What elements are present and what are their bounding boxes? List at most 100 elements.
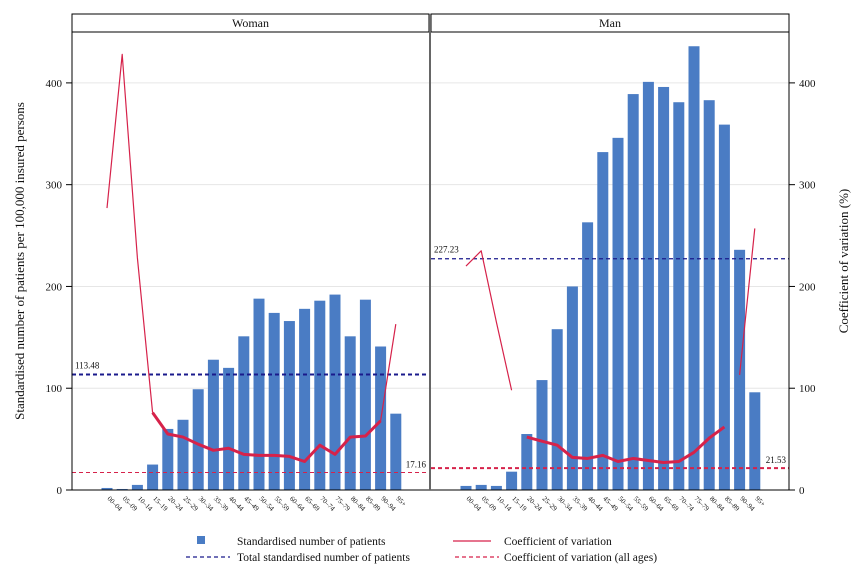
y-axis-title-right: Coefficient of variation (%)	[836, 189, 851, 334]
panel-title: Man	[599, 16, 621, 30]
cv-all-label: 21.53	[766, 455, 787, 465]
bar	[329, 294, 341, 490]
bar	[612, 137, 624, 491]
x-tick-label: 05–09	[121, 495, 139, 513]
x-tick-label: 60–64	[288, 495, 306, 513]
x-tick-label: 80–84	[349, 495, 367, 513]
x-tick-label: 80–84	[708, 495, 726, 513]
bar	[359, 299, 371, 490]
y-tick-label-right: 100	[799, 383, 816, 395]
bar	[582, 222, 594, 490]
x-tick-label: 55–59	[273, 495, 291, 513]
x-tick-label: 20–24	[525, 495, 543, 513]
x-tick-label: 90–94	[738, 495, 756, 513]
bar	[390, 413, 402, 490]
x-tick-label: 25–29	[541, 495, 559, 513]
x-tick-label: 15–19	[151, 495, 169, 513]
bar	[521, 434, 533, 490]
x-tick-label: 20–24	[166, 495, 184, 513]
bar	[490, 485, 502, 490]
bar	[238, 336, 250, 490]
total-patients-label: 113.48	[75, 361, 100, 371]
x-tick-label: 40–44	[586, 495, 604, 513]
bar	[223, 367, 235, 490]
bar	[749, 392, 761, 490]
x-tick-label: 65–69	[303, 495, 321, 513]
x-tick-label: 00–04	[465, 495, 483, 513]
panels: Woman113.4817.1600–0405–0910–1415–1920–2…	[71, 13, 790, 513]
bar	[506, 471, 518, 490]
panel-man: Man 227.23 21.53 00–0405–0910–1415–1920–242…	[430, 13, 790, 513]
bar	[314, 300, 326, 490]
total-patients-label: 227.23	[434, 245, 459, 255]
legend-label: Coefficient of variation (all ages)	[504, 552, 657, 564]
bar	[101, 487, 113, 490]
panel-title: Woman	[232, 16, 269, 30]
x-tick-label: 50–54	[617, 495, 635, 513]
y-tick-label-right: 300	[799, 180, 816, 192]
legend-label: Total standardised number of patients	[237, 552, 410, 564]
bar	[131, 484, 143, 490]
cv-line-thin	[380, 324, 397, 421]
x-tick-label: 85–89	[723, 495, 741, 513]
y-axis-title-left: Standardised number of patients per 100,…	[12, 102, 27, 420]
bar	[551, 329, 563, 490]
bar	[703, 100, 715, 491]
x-tick-label: 70–74	[677, 495, 695, 513]
bar	[147, 464, 159, 490]
cv-line-thick	[151, 411, 382, 464]
x-tick-label: 05–09	[480, 495, 498, 513]
bar	[283, 321, 295, 490]
y-tick-label-left: 0	[57, 485, 63, 497]
x-tick-label: 10–14	[136, 495, 154, 513]
bar	[116, 488, 128, 490]
legend: Standardised number of patients Coefficie…	[186, 536, 657, 564]
x-tick-label: 35–39	[571, 495, 589, 513]
bar	[627, 94, 639, 490]
x-tick-label: 40–44	[227, 495, 245, 513]
bar	[253, 298, 265, 490]
bar	[268, 312, 280, 490]
legend-swatch-bar	[197, 536, 205, 544]
cv-all-label: 17.16	[406, 460, 427, 470]
bar	[718, 124, 730, 491]
bar	[658, 86, 670, 491]
bar	[162, 428, 174, 490]
x-tick-label: 75–79	[334, 495, 352, 513]
x-tick-label: 55–59	[632, 495, 650, 513]
x-tick-label: 75–79	[693, 495, 711, 513]
legend-label: Coefficient of variation	[504, 536, 612, 548]
cv-line-thin	[465, 250, 513, 391]
cv-line-thin	[739, 228, 756, 376]
y-tick-label-left: 300	[46, 180, 63, 192]
x-tick-label: 85–89	[364, 495, 382, 513]
x-tick-label: 00–04	[106, 495, 124, 513]
x-tick-label: 25–29	[182, 495, 200, 513]
bar	[642, 81, 654, 491]
axes: 0 0 100 100 200 200 300 300 400 400 Standardised n…	[12, 14, 851, 497]
y-tick-label-right: 0	[799, 485, 805, 497]
x-tick-label: 30–34	[556, 495, 574, 513]
x-tick-label: 45–49	[601, 495, 619, 513]
bar	[536, 380, 548, 490]
bar	[299, 308, 311, 490]
cv-line-thin	[106, 53, 154, 413]
legend-label: Standardised number of patients	[237, 536, 386, 548]
y-tick-label-right: 200	[799, 281, 816, 293]
bar	[177, 419, 189, 490]
x-tick-label: 60–64	[647, 495, 665, 513]
bar	[460, 485, 472, 490]
x-tick-label: 10–14	[495, 495, 513, 513]
bar	[688, 46, 700, 490]
bar	[566, 286, 578, 490]
bar	[673, 102, 685, 490]
x-tick-label: 15–19	[510, 495, 528, 513]
cv-line-thick	[526, 425, 726, 465]
x-tick-label: 35–39	[212, 495, 230, 513]
x-tick-label: 90–94	[379, 495, 397, 513]
x-tick-label: 50–54	[258, 495, 276, 513]
bar	[192, 389, 204, 490]
bar	[597, 152, 609, 490]
x-tick-label: 45–49	[242, 495, 260, 513]
